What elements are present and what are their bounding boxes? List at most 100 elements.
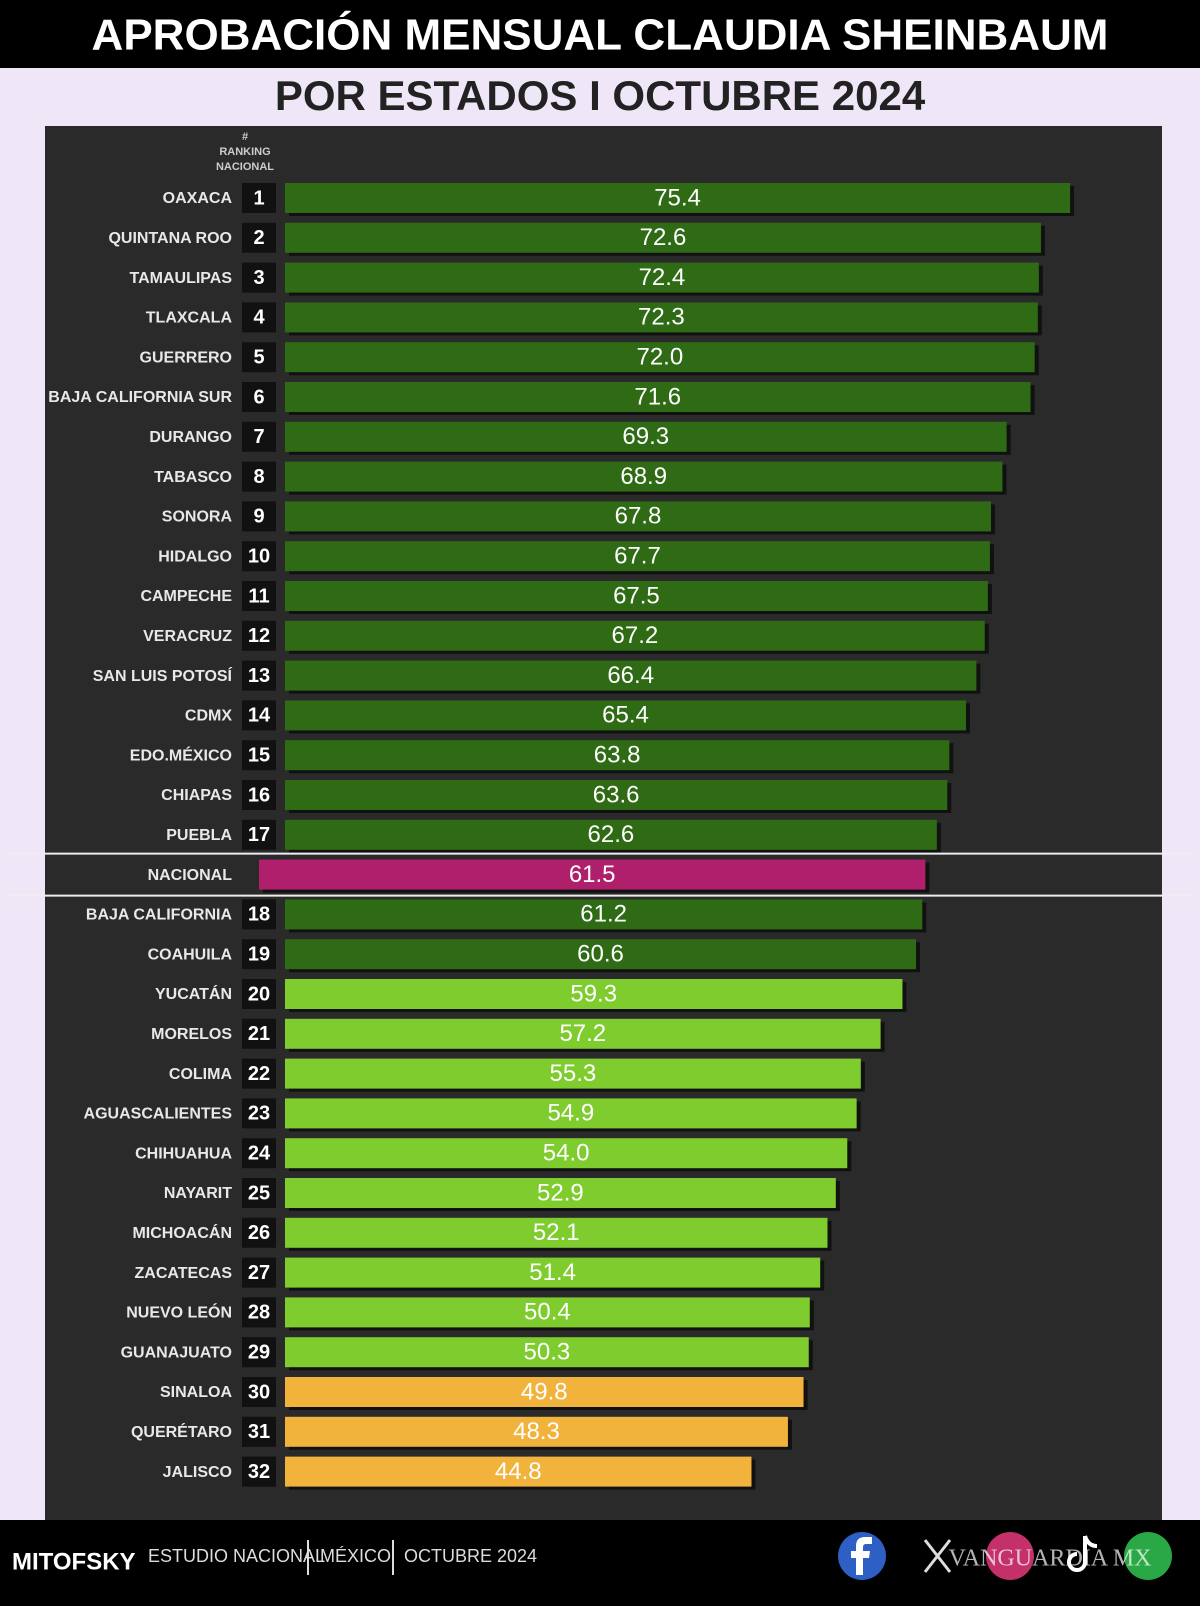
value-label: 62.6 (588, 821, 635, 848)
bar (285, 1217, 828, 1248)
value-label: 61.2 (580, 901, 627, 928)
bar (259, 859, 926, 890)
rank-box (242, 979, 276, 1009)
bar (285, 1297, 810, 1328)
rank-label: 7 (253, 426, 264, 448)
rank-label: 6 (253, 386, 264, 408)
rank-label: 10 (248, 545, 270, 567)
category-label: EDO.MÉXICO (130, 745, 232, 764)
category-label: CHIHUAHUA (135, 1145, 232, 1162)
value-label: 59.3 (570, 980, 617, 1007)
instagram-icon (986, 1532, 1034, 1580)
value-label: 50.4 (524, 1299, 571, 1326)
value-label: 67.5 (613, 582, 660, 609)
value-label: 69.3 (622, 423, 669, 450)
rank-label: 13 (248, 665, 270, 687)
category-label: ZACATECAS (135, 1265, 233, 1282)
rank-box (242, 1257, 276, 1288)
category-label: MICHOACÁN (132, 1223, 232, 1242)
value-label: 71.6 (634, 383, 681, 410)
rank-box (242, 501, 276, 532)
category-label: YUCATÁN (155, 984, 232, 1003)
value-label: 67.7 (614, 543, 661, 570)
value-label: 67.2 (612, 622, 659, 649)
rank-box (242, 183, 276, 213)
category-label: NACIONAL (148, 867, 233, 884)
rank-box (242, 1456, 276, 1487)
bar (285, 222, 1041, 253)
bar (285, 620, 985, 651)
rank-label: 16 (248, 784, 270, 806)
value-label: 54.0 (543, 1140, 590, 1167)
rank-label: 11 (248, 585, 269, 607)
category-label: SONORA (162, 509, 233, 526)
category-label: AGUASCALIENTES (84, 1106, 233, 1123)
category-label: QUINTANA ROO (108, 230, 232, 247)
whatsapp-icon (1124, 1532, 1172, 1580)
rank-box (242, 1217, 276, 1248)
category-label: PUEBLA (166, 827, 232, 844)
category-label: BAJA CALIFORNIA SUR (48, 389, 232, 406)
rank-box (242, 302, 276, 333)
bar (285, 1178, 836, 1208)
category-label: JALISCO (163, 1464, 232, 1481)
rank-label: 3 (253, 267, 264, 289)
bar (285, 1138, 848, 1169)
rank-box (242, 740, 276, 771)
category-label: GUANAJUATO (121, 1344, 232, 1361)
bar (285, 780, 948, 810)
value-label: 49.8 (521, 1378, 568, 1405)
rank-box (242, 899, 276, 930)
category-label: QUERÉTARO (131, 1422, 232, 1441)
value-label: 60.6 (577, 941, 624, 968)
bar (285, 1098, 857, 1129)
value-label: 75.4 (654, 184, 701, 211)
bar (285, 183, 1071, 213)
value-label: 51.4 (529, 1259, 576, 1286)
rank-label: 25 (248, 1182, 270, 1204)
rank-box (242, 1058, 276, 1089)
title-band (0, 0, 1200, 68)
value-label: 63.8 (594, 742, 641, 769)
rank-label: 1 (253, 187, 264, 209)
value-label: 68.9 (620, 463, 667, 490)
value-label: 61.5 (569, 861, 616, 888)
rank-label: 32 (248, 1461, 270, 1483)
bar (285, 1018, 881, 1049)
rank-label: 24 (248, 1142, 271, 1164)
rank-box (242, 700, 276, 731)
rank-box (242, 1138, 276, 1169)
bar (285, 1058, 861, 1089)
rank-box (242, 660, 276, 691)
value-label: 72.0 (636, 344, 683, 371)
bar (285, 979, 903, 1009)
rank-label: 8 (253, 466, 264, 488)
bar (285, 382, 1031, 412)
category-label: VERACRUZ (143, 628, 232, 645)
rank-box (242, 541, 276, 572)
value-label: 66.4 (607, 662, 654, 689)
bar (285, 501, 991, 532)
rank-label: 5 (253, 346, 264, 368)
rank-label: 12 (248, 625, 270, 647)
bar (285, 581, 988, 611)
rank-label: 28 (248, 1302, 270, 1324)
category-label: CAMPECHE (140, 588, 232, 605)
bar (285, 302, 1038, 333)
category-label: OAXACA (163, 190, 233, 207)
value-label: 72.3 (638, 304, 685, 331)
value-label: 63.6 (593, 781, 640, 808)
rank-box (242, 1337, 276, 1368)
rank-label: 9 (253, 506, 264, 528)
rank-label: 23 (248, 1103, 270, 1125)
value-label: 54.9 (547, 1100, 594, 1127)
value-label: 55.3 (550, 1060, 597, 1087)
value-label: 57.2 (559, 1020, 606, 1047)
rank-box (242, 939, 276, 970)
category-label: SAN LUIS POTOSÍ (93, 666, 233, 685)
value-label: 72.6 (640, 224, 687, 251)
rank-box (242, 1018, 276, 1049)
category-label: CHIAPAS (161, 787, 232, 804)
bar (285, 700, 966, 731)
rank-label: 2 (253, 227, 264, 249)
